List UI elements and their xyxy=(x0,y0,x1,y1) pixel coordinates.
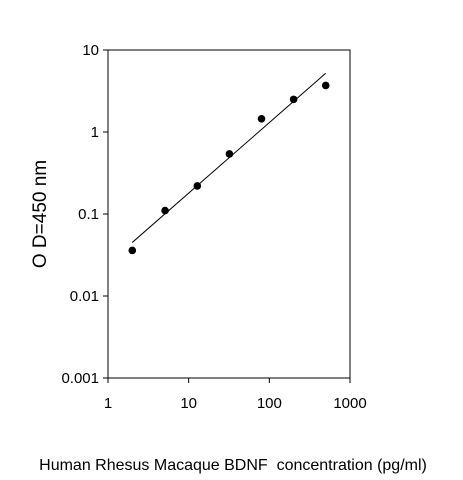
y-tick-label: 0.001 xyxy=(61,370,99,387)
data-point xyxy=(257,114,266,123)
data-point xyxy=(321,81,330,90)
y-tick-label: 10 xyxy=(82,42,99,59)
y-tick-label: 0.1 xyxy=(78,206,99,223)
x-tick-label: 10 xyxy=(180,395,197,412)
plot-frame xyxy=(107,49,351,379)
x-axis-title: Human Rhesus Macaque BDNF concentration … xyxy=(39,457,427,474)
y-axis-title: O D=450 nm xyxy=(30,160,51,268)
data-points xyxy=(128,81,330,255)
data-point xyxy=(161,206,169,215)
data-point xyxy=(193,182,202,190)
data-point xyxy=(128,246,137,255)
data-point xyxy=(289,95,298,104)
x-tick-label: 1000 xyxy=(333,395,366,412)
y-tick-label: 0.01 xyxy=(70,288,99,305)
x-axis: 1 10 100 1000 xyxy=(104,378,367,412)
x-tick-label: 100 xyxy=(257,395,282,412)
x-tick-label: 1 xyxy=(104,395,112,412)
y-axis: 0.001 0.01 0.1 1 10 xyxy=(61,42,108,387)
data-point xyxy=(225,150,234,158)
y-tick-label: 1 xyxy=(91,124,99,141)
